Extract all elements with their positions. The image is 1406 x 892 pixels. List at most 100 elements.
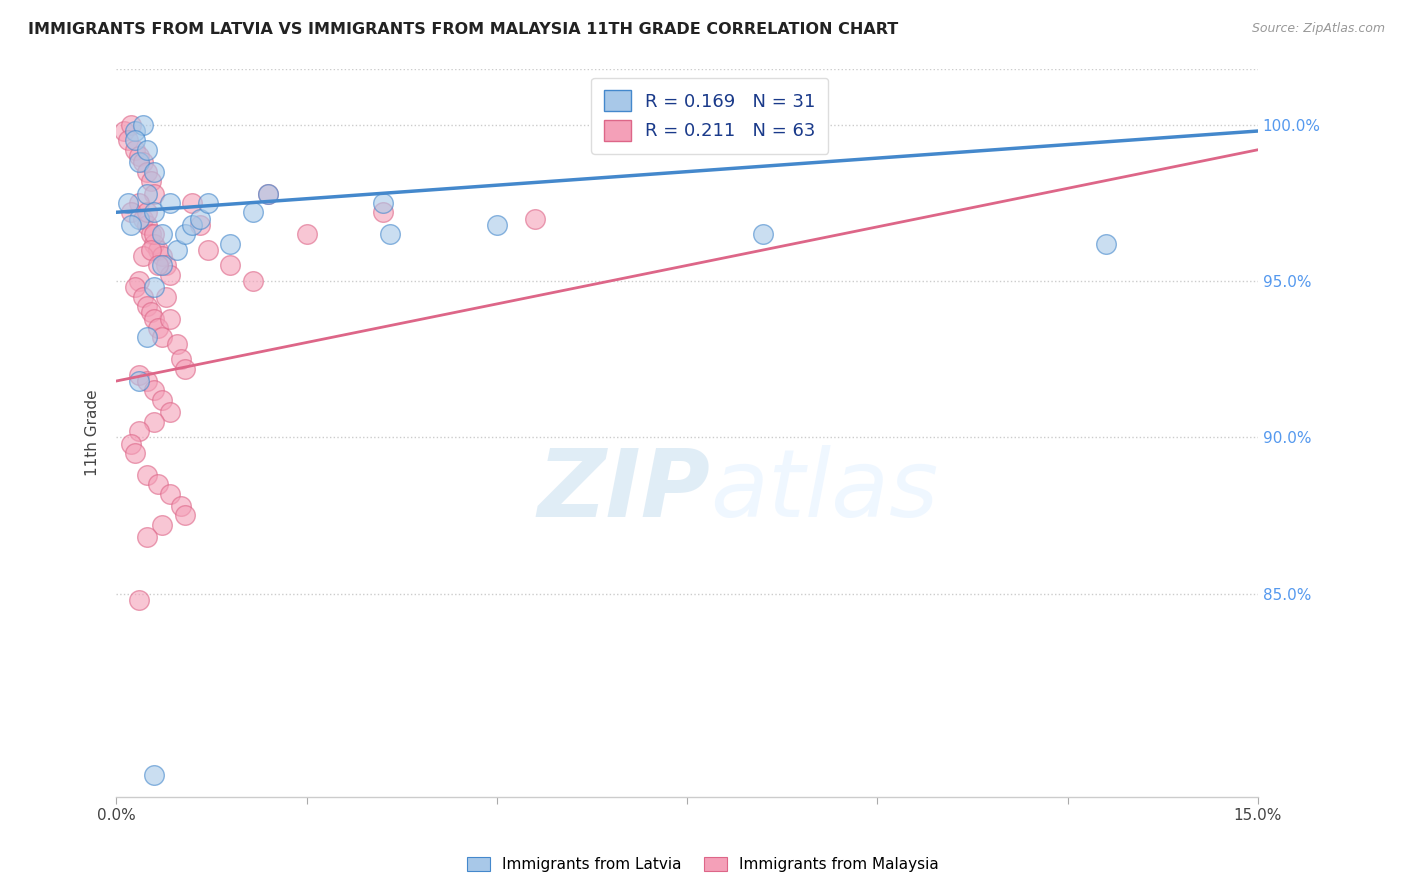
- Point: [155, 290, 177, 304]
- Point: [173, 227, 195, 242]
- Point: [143, 186, 166, 201]
- Point: [128, 592, 150, 607]
- Point: [143, 227, 166, 242]
- Point: [166, 336, 188, 351]
- Point: [150, 259, 173, 273]
- Point: [242, 205, 264, 219]
- Point: [135, 164, 157, 178]
- Point: [523, 211, 546, 226]
- Point: [117, 195, 139, 210]
- Point: [128, 149, 150, 163]
- Point: [257, 186, 280, 201]
- Point: [197, 195, 219, 210]
- Y-axis label: 11th Grade: 11th Grade: [86, 389, 100, 476]
- Point: [124, 133, 146, 147]
- Point: [135, 218, 157, 232]
- Point: [132, 249, 155, 263]
- Legend: R = 0.169   N = 31, R = 0.211   N = 63: R = 0.169 N = 31, R = 0.211 N = 63: [592, 78, 828, 153]
- Point: [124, 280, 146, 294]
- Text: ZIP: ZIP: [537, 445, 710, 537]
- Point: [380, 227, 402, 242]
- Point: [121, 205, 143, 219]
- Text: atlas: atlas: [710, 445, 938, 536]
- Point: [150, 227, 173, 242]
- Point: [150, 392, 173, 407]
- Point: [128, 274, 150, 288]
- Point: [197, 243, 219, 257]
- Point: [128, 368, 150, 382]
- Point: [143, 164, 166, 178]
- Point: [150, 330, 173, 344]
- Point: [135, 143, 157, 157]
- Point: [121, 218, 143, 232]
- Point: [135, 530, 157, 544]
- Point: [135, 205, 157, 219]
- Point: [143, 205, 166, 219]
- Point: [219, 259, 242, 273]
- Text: Source: ZipAtlas.com: Source: ZipAtlas.com: [1251, 22, 1385, 36]
- Point: [124, 124, 146, 138]
- Point: [188, 211, 211, 226]
- Point: [257, 186, 280, 201]
- Point: [124, 143, 146, 157]
- Point: [132, 211, 155, 226]
- Point: [1094, 236, 1116, 251]
- Point: [128, 211, 150, 226]
- Point: [146, 477, 169, 491]
- Point: [173, 508, 195, 523]
- Legend: Immigrants from Latvia, Immigrants from Malaysia: Immigrants from Latvia, Immigrants from …: [460, 849, 946, 880]
- Point: [170, 499, 193, 513]
- Point: [173, 361, 195, 376]
- Point: [159, 268, 181, 282]
- Point: [155, 259, 177, 273]
- Point: [139, 243, 162, 257]
- Point: [371, 205, 394, 219]
- Point: [132, 155, 155, 169]
- Point: [159, 405, 181, 419]
- Point: [128, 195, 150, 210]
- Point: [132, 290, 155, 304]
- Point: [135, 374, 157, 388]
- Point: [128, 424, 150, 438]
- Point: [170, 352, 193, 367]
- Point: [121, 436, 143, 450]
- Point: [371, 195, 394, 210]
- Point: [295, 227, 318, 242]
- Point: [146, 321, 169, 335]
- Point: [132, 118, 155, 132]
- Point: [139, 227, 162, 242]
- Point: [181, 218, 204, 232]
- Point: [181, 195, 204, 210]
- Point: [150, 249, 173, 263]
- Point: [135, 299, 157, 313]
- Point: [143, 384, 166, 398]
- Point: [143, 768, 166, 782]
- Point: [117, 133, 139, 147]
- Point: [146, 259, 169, 273]
- Point: [159, 486, 181, 500]
- Point: [135, 467, 157, 482]
- Point: [159, 311, 181, 326]
- Point: [121, 118, 143, 132]
- Point: [146, 243, 169, 257]
- Point: [166, 243, 188, 257]
- Point: [143, 311, 166, 326]
- Text: IMMIGRANTS FROM LATVIA VS IMMIGRANTS FROM MALAYSIA 11TH GRADE CORRELATION CHART: IMMIGRANTS FROM LATVIA VS IMMIGRANTS FRO…: [28, 22, 898, 37]
- Point: [128, 374, 150, 388]
- Point: [143, 415, 166, 429]
- Point: [485, 218, 508, 232]
- Point: [150, 517, 173, 532]
- Point: [135, 186, 157, 201]
- Point: [219, 236, 242, 251]
- Point: [139, 174, 162, 188]
- Point: [135, 330, 157, 344]
- Point: [124, 446, 146, 460]
- Point: [188, 218, 211, 232]
- Point: [159, 195, 181, 210]
- Point: [139, 305, 162, 319]
- Point: [242, 274, 264, 288]
- Point: [128, 155, 150, 169]
- Point: [112, 124, 135, 138]
- Point: [143, 236, 166, 251]
- Point: [752, 227, 775, 242]
